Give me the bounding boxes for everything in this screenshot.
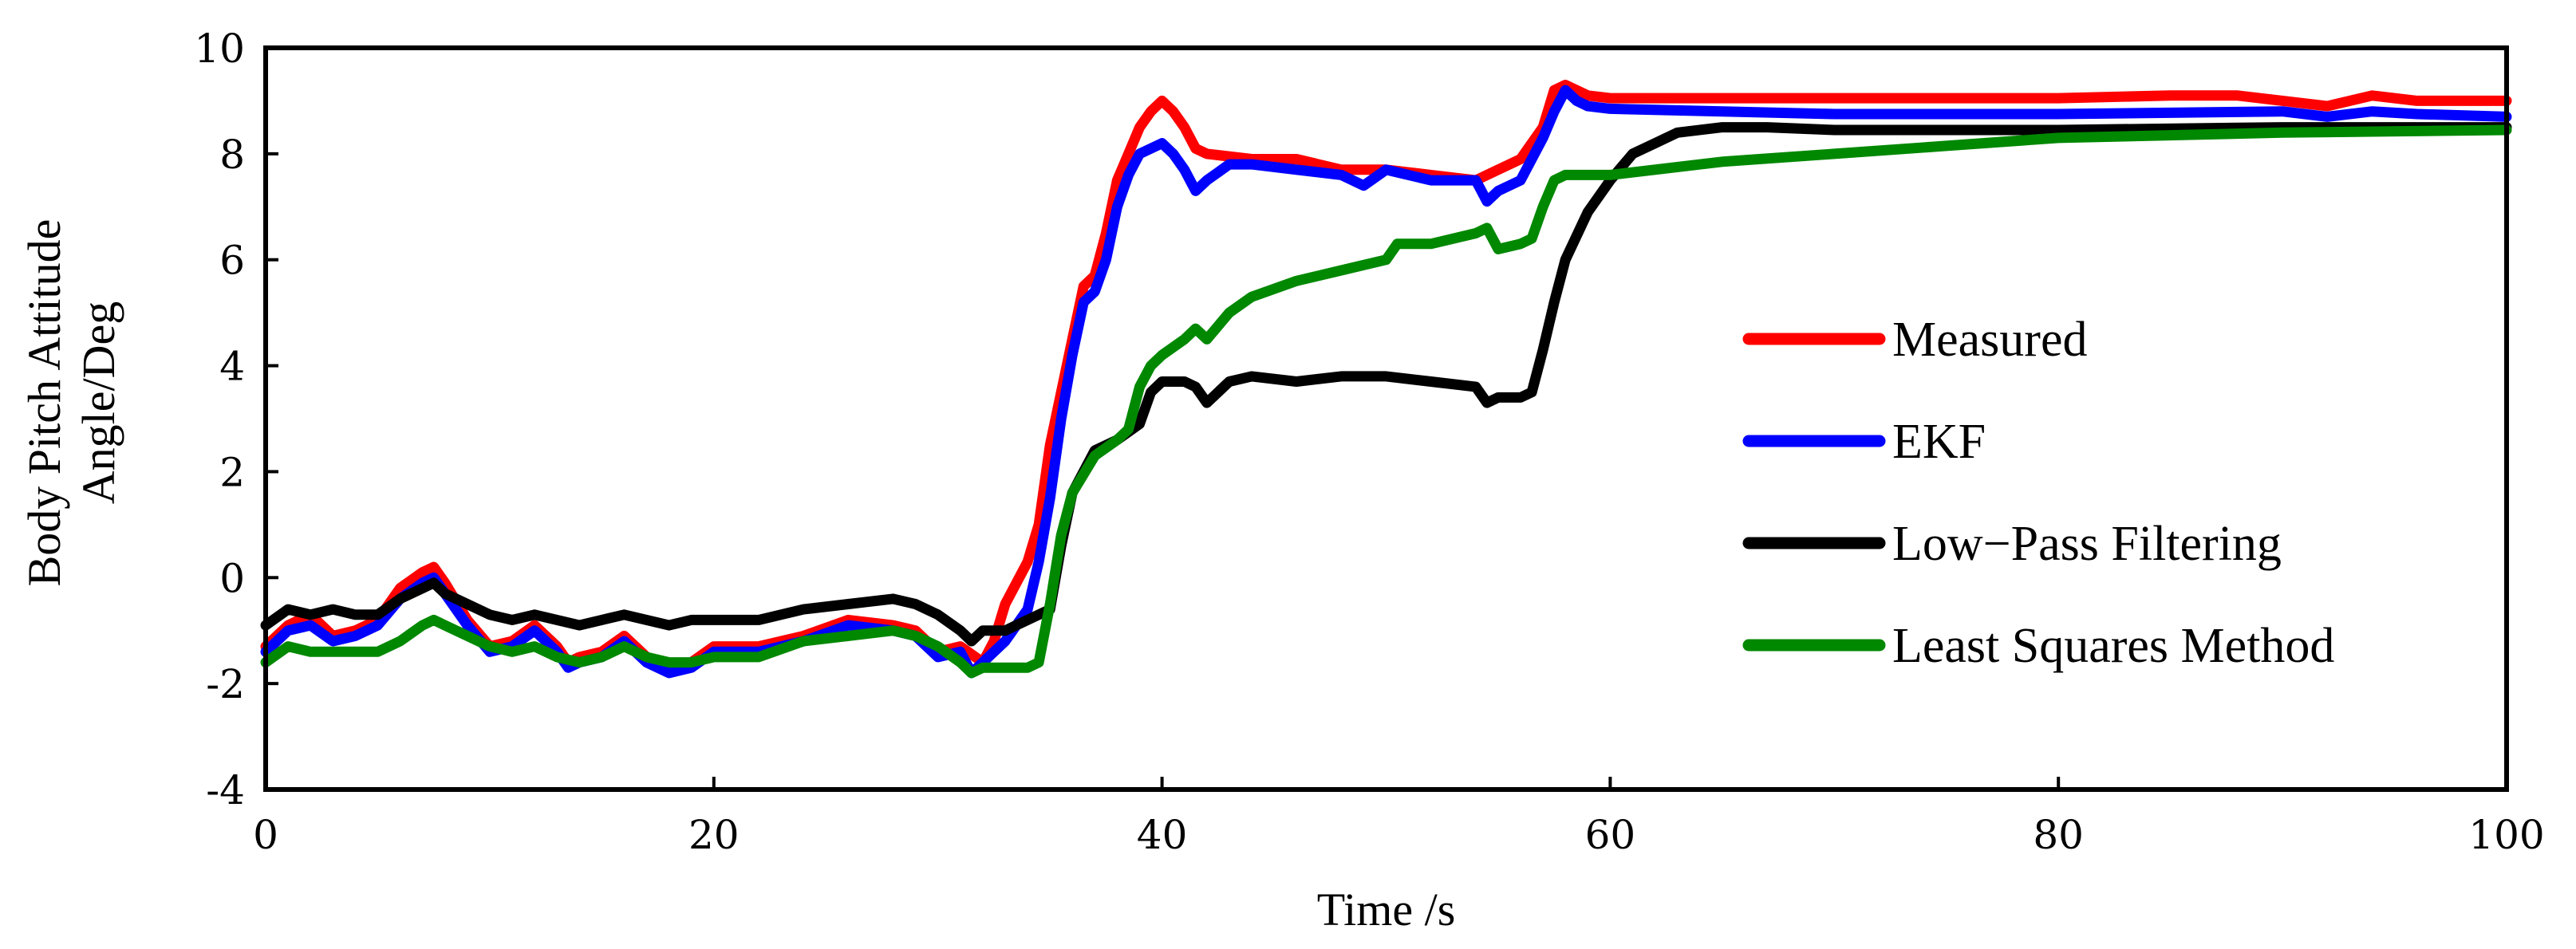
- series-layer: [260, 80, 2512, 679]
- x-tick-label: 100: [2468, 812, 2544, 858]
- series-line-1: [260, 85, 2512, 679]
- y-tick-label: -2: [206, 661, 245, 707]
- y-tick-label: 8: [219, 132, 245, 178]
- plot-frame: [263, 45, 2509, 792]
- y-tick-label: 10: [194, 26, 245, 72]
- series-line-3: [260, 124, 2512, 679]
- y-tick-label: 2: [219, 449, 245, 495]
- x-tick-label: 0: [253, 812, 278, 858]
- legend-label: Low−Pass Filtering: [1892, 517, 2282, 571]
- x-tick-label: 60: [1585, 812, 1636, 858]
- y-tick-label: -4: [206, 767, 245, 813]
- x-tick-label: 80: [2033, 812, 2084, 858]
- x-tick-label: 40: [1137, 812, 1188, 858]
- legend-label: Measured: [1892, 313, 2087, 367]
- y-tick-label: 6: [219, 238, 245, 284]
- y-tick-label: 4: [219, 344, 245, 390]
- x-tick-label: 20: [688, 812, 740, 858]
- y-axis-title-line: Body Pitch Attitude: [18, 219, 70, 587]
- legend: Measured EKF Low−Pass Filtering Least Squar…: [1742, 313, 2334, 673]
- ticks-layer: 0 20 40 60 80 100 -4 -2 0 2 4 6 8 10: [194, 26, 2544, 858]
- y-tick-label: 0: [219, 555, 245, 601]
- legend-label: Least Squares Method: [1892, 619, 2334, 673]
- legend-label: EKF: [1892, 415, 1986, 469]
- y-axis-title: Body Pitch Attitude Angle/Deg: [18, 219, 124, 587]
- y-axis-title-line: Angle/Deg: [73, 301, 124, 505]
- x-axis-title: Time /s: [1317, 884, 1456, 935]
